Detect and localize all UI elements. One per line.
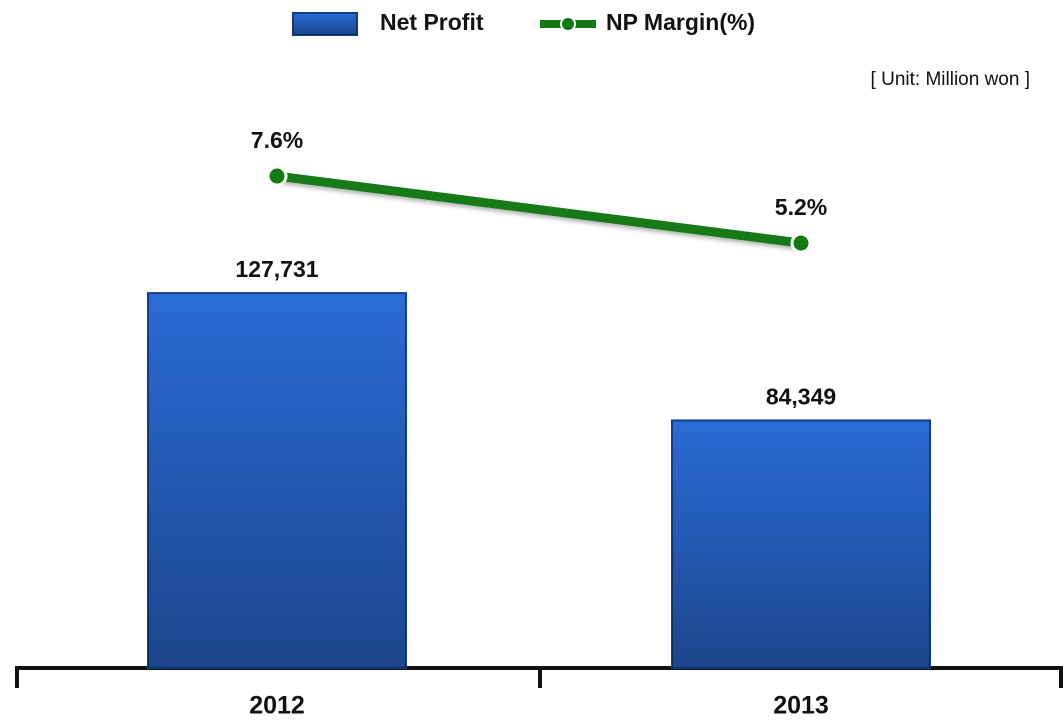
legend-marker bbox=[560, 16, 576, 32]
unit-annotation: [ Unit: Million won ] bbox=[871, 69, 1030, 90]
legend-label: NP Margin(%) bbox=[606, 9, 755, 35]
bar-shade bbox=[672, 420, 930, 668]
line bbox=[276, 171, 802, 248]
data-label: 84,349 bbox=[766, 384, 836, 410]
bar-shade bbox=[148, 293, 406, 668]
line-marker bbox=[790, 232, 812, 254]
line-marker bbox=[266, 165, 288, 187]
data-label: 127,731 bbox=[235, 256, 318, 282]
x-tick-label: 2013 bbox=[773, 692, 829, 720]
data-label: 5.2% bbox=[775, 194, 827, 220]
x-tick-label: 2012 bbox=[249, 692, 305, 720]
legend-label: Net Profit bbox=[380, 9, 484, 35]
data-label: 7.6% bbox=[251, 127, 303, 153]
legend-swatch-shade bbox=[293, 13, 357, 35]
